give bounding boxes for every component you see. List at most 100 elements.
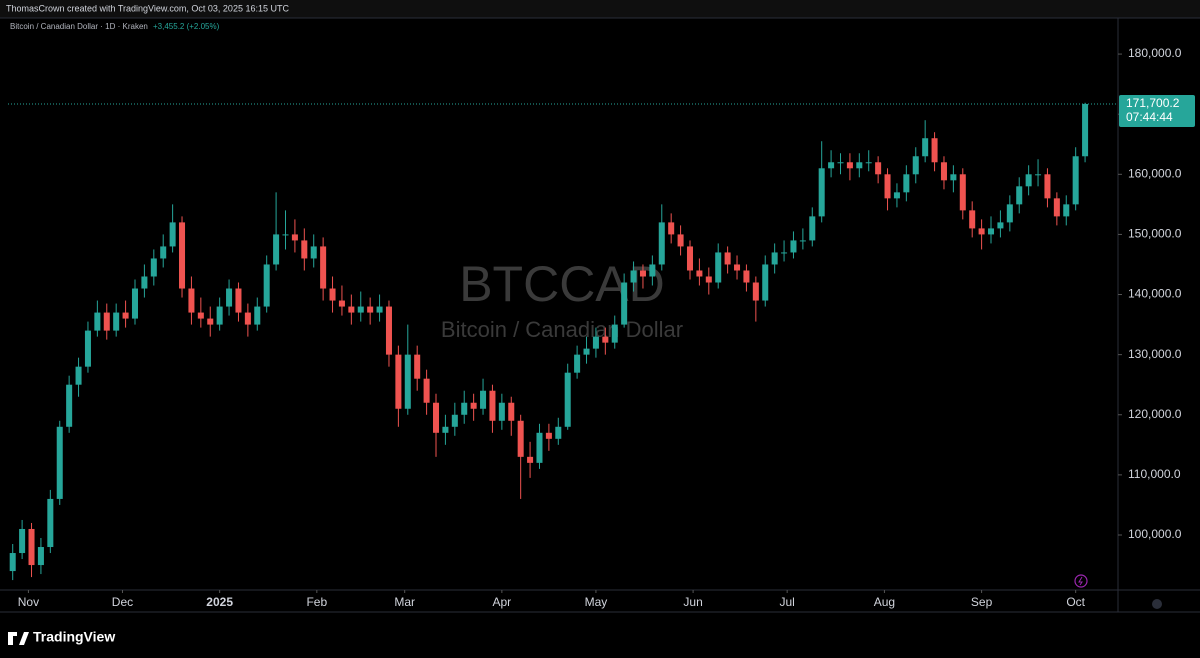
- candle-body: [404, 354, 411, 409]
- candle-body: [414, 354, 421, 379]
- candle-body: [235, 288, 242, 313]
- y-tick-label: 110,000.0: [1128, 467, 1181, 481]
- candle-body: [555, 426, 562, 439]
- change: +3,455.2 (+2.05%): [153, 22, 220, 31]
- candle-body: [141, 276, 148, 289]
- candle-body: [122, 312, 129, 319]
- candle-body: [254, 306, 261, 325]
- x-tick-label: Mar: [394, 595, 415, 609]
- candle-body: [959, 174, 966, 211]
- x-tick-label: Sep: [971, 595, 993, 609]
- candle-body: [517, 420, 524, 457]
- candle-body: [997, 222, 1004, 229]
- candle-body: [668, 222, 675, 235]
- alert-icon: [1078, 576, 1083, 586]
- x-tick-label: Jun: [683, 595, 702, 609]
- candle-body: [432, 402, 440, 433]
- candle-body: [480, 390, 487, 409]
- candle-body: [37, 547, 44, 566]
- candle-body: [508, 402, 515, 421]
- candle-body: [686, 246, 694, 271]
- candle-body: [602, 336, 609, 343]
- candle-body: [498, 402, 505, 421]
- candle-body: [574, 354, 581, 373]
- candle-body: [489, 390, 496, 421]
- candle-body: [950, 174, 957, 181]
- candle-body: [348, 306, 355, 313]
- last-price-label: 171,700.2: [1126, 96, 1180, 110]
- candle-body: [621, 282, 628, 325]
- candle-body: [545, 432, 552, 439]
- candle-body: [856, 162, 863, 169]
- x-tick-label: Nov: [18, 595, 39, 609]
- candle-body: [244, 312, 251, 325]
- candle-body: [1063, 204, 1070, 217]
- candle-body: [903, 174, 910, 193]
- candle-body: [790, 240, 797, 253]
- candle-body: [969, 210, 976, 229]
- candle-body: [160, 246, 167, 259]
- candle-body: [282, 234, 289, 236]
- top-bar: [0, 0, 1200, 18]
- countdown: 07:44:44: [1126, 110, 1173, 124]
- footer-brand: TradingView: [33, 629, 115, 645]
- candle-body: [1072, 156, 1079, 205]
- candle-body: [762, 264, 769, 301]
- candle-body: [47, 498, 54, 548]
- watermark: BTCCAD: [459, 256, 665, 312]
- candle-body: [28, 528, 35, 566]
- candle-body: [818, 168, 825, 217]
- candle-body: [1006, 204, 1013, 223]
- auto-scale-button[interactable]: [1152, 599, 1162, 609]
- candle-body: [846, 162, 853, 169]
- candle-body: [470, 402, 477, 409]
- candle-body: [611, 324, 618, 343]
- candle-body: [442, 426, 449, 433]
- candle-body: [56, 426, 63, 499]
- last-price-tag: [1119, 94, 1195, 127]
- candle-body: [1025, 174, 1032, 187]
- credit: ThomasCrown created with TradingView.com…: [6, 3, 289, 13]
- candle-body: [715, 252, 722, 283]
- candle-body: [592, 336, 599, 349]
- candle-body: [639, 270, 646, 277]
- candle-body: [9, 553, 16, 572]
- y-tick-label: 100,000.0: [1128, 527, 1182, 541]
- candle-body: [113, 312, 120, 331]
- candle-body: [169, 222, 176, 247]
- candle-body: [320, 246, 327, 289]
- footer-logo: [8, 632, 29, 645]
- candle-body: [291, 234, 298, 241]
- candle-body: [771, 252, 778, 265]
- x-tick-label: Oct: [1066, 595, 1085, 609]
- candle-body: [752, 282, 759, 301]
- y-tick-label: 140,000.0: [1128, 287, 1182, 301]
- candle-body: [385, 306, 392, 355]
- candle-body: [207, 318, 214, 325]
- candle-body: [875, 162, 882, 175]
- legend: Bitcoin / Canadian Dollar · 1D · Kraken: [10, 22, 148, 31]
- candle-body: [893, 192, 900, 199]
- candle-body: [131, 288, 139, 319]
- candle-body: [940, 162, 947, 181]
- x-tick-label: May: [585, 595, 608, 609]
- candle-body: [837, 162, 844, 164]
- candle-body: [809, 216, 816, 241]
- alert-icon[interactable]: [1074, 574, 1088, 588]
- candle-body: [1016, 186, 1023, 205]
- candle-body: [367, 306, 374, 313]
- candle-body: [696, 270, 703, 277]
- candle-body: [527, 456, 534, 463]
- y-tick-label: 150,000.0: [1128, 227, 1182, 241]
- candle-body: [931, 138, 938, 163]
- candle-body: [743, 270, 750, 283]
- y-tick-label: 160,000.0: [1128, 166, 1182, 180]
- candle-body: [865, 162, 872, 164]
- candle-body: [828, 162, 835, 169]
- candle-body: [273, 234, 280, 265]
- candle-body: [630, 270, 637, 283]
- candle-body: [724, 252, 731, 265]
- x-tick-label: Jul: [779, 595, 794, 609]
